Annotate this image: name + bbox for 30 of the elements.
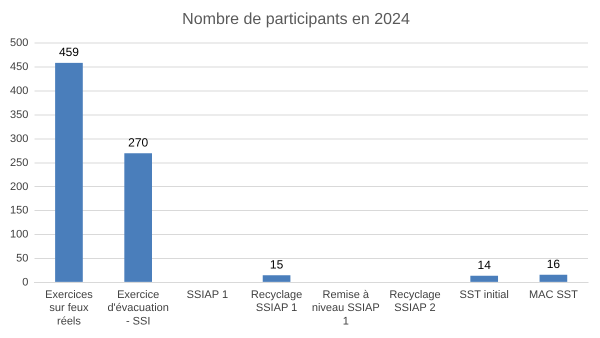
y-tick-label: 500 [10,37,28,50]
x-tick-label: SSIAP 1 [186,289,228,302]
y-tick-label: 100 [10,228,28,241]
data-label: 14 [478,258,492,272]
bar [124,153,152,282]
y-tick-label: 350 [10,108,28,121]
bar [540,274,568,282]
data-label: 459 [58,45,80,60]
x-tick-label: Recyclage SSIAP 1 [250,289,302,314]
chart-title: Nombre de participants en 2024 [182,11,410,28]
y-tick-label: 250 [10,156,28,169]
x-tick-label: Recyclage SSIAP 2 [389,289,441,314]
y-tick-label: 50 [16,252,28,265]
bar [55,62,83,282]
y-tick-label: 400 [10,85,28,98]
y-tick-label: 450 [10,61,28,74]
data-label: 16 [546,257,560,272]
x-tick-label: SST initial [460,289,509,302]
x-tick-label: Exercice d'évacuation - SSI [107,289,169,328]
y-tick-label: 0 [22,276,28,288]
bar [470,276,498,282]
y-tick-label: 150 [10,204,28,217]
x-tick-label: Remise à niveau SSIAP 1 [312,289,380,328]
x-tick-label: MAC SST [528,289,578,302]
data-label: 270 [128,136,148,150]
x-tick-label: Exercices sur feux réels [45,289,94,328]
y-tick-label: 200 [10,180,28,193]
data-label: 15 [270,258,284,272]
y-tick-label: 300 [10,132,28,145]
bar [262,275,290,282]
